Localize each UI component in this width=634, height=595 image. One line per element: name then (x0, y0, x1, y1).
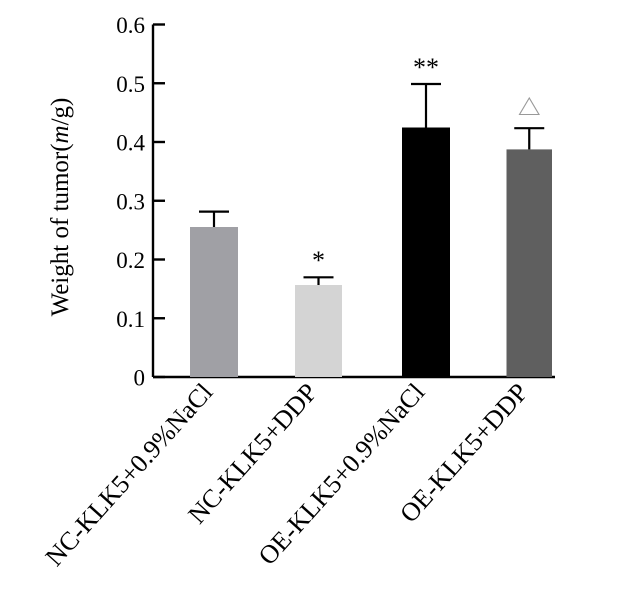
svg-text:*: * (312, 246, 325, 275)
svg-text:0.6: 0.6 (116, 13, 145, 38)
svg-text:Weight of tumor(m/g): Weight of tumor(m/g) (47, 98, 74, 317)
svg-text:0: 0 (134, 366, 146, 391)
svg-text:0.3: 0.3 (116, 189, 145, 214)
svg-text:0.2: 0.2 (116, 248, 145, 273)
svg-text:0.1: 0.1 (116, 307, 145, 332)
svg-text:0.5: 0.5 (116, 72, 145, 97)
svg-text:0.4: 0.4 (116, 131, 145, 156)
svg-text:**: ** (413, 53, 439, 82)
